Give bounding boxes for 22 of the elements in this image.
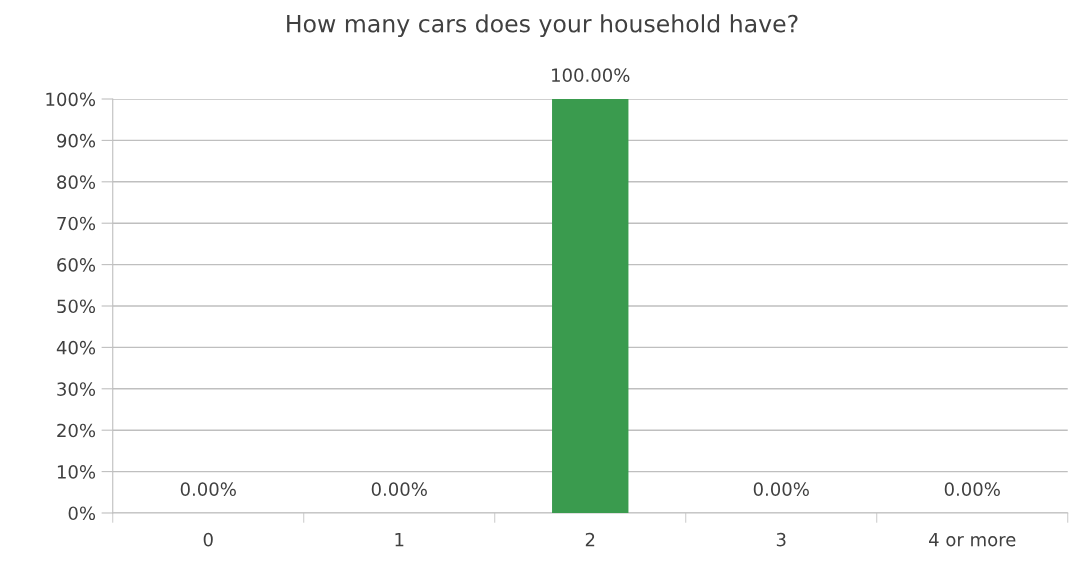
data-label: 100.00%: [552, 68, 630, 83]
y-tick-label: 100%: [46, 92, 96, 107]
x-tick-label: 2: [585, 532, 595, 547]
y-tick-label: 40%: [56, 340, 96, 355]
data-label: 0.00%: [180, 482, 236, 496]
y-tick-label: 80%: [57, 175, 96, 189]
x-tick-label: 0: [203, 532, 213, 547]
y-tick-label: 60%: [57, 258, 96, 272]
y-tick-label: 30%: [57, 382, 96, 396]
chart-title: How many cars does your household have?: [287, 14, 798, 38]
y-tick-label: 90%: [57, 133, 96, 148]
y-tick-label: 70%: [57, 216, 96, 231]
y-tick-label: 0%: [68, 506, 96, 521]
x-tick-label: 4 or more: [929, 532, 1016, 547]
y-tick-label: 50%: [57, 299, 96, 314]
data-label: 0.00%: [371, 482, 427, 496]
y-tick-label: 10%: [57, 465, 96, 479]
data-label: 0.00%: [944, 482, 1000, 496]
x-tick-label: 3: [776, 532, 786, 547]
x-tick-label: 1: [395, 532, 404, 547]
y-tick-label: 20%: [57, 423, 96, 438]
data-label: 0.00%: [753, 482, 809, 496]
